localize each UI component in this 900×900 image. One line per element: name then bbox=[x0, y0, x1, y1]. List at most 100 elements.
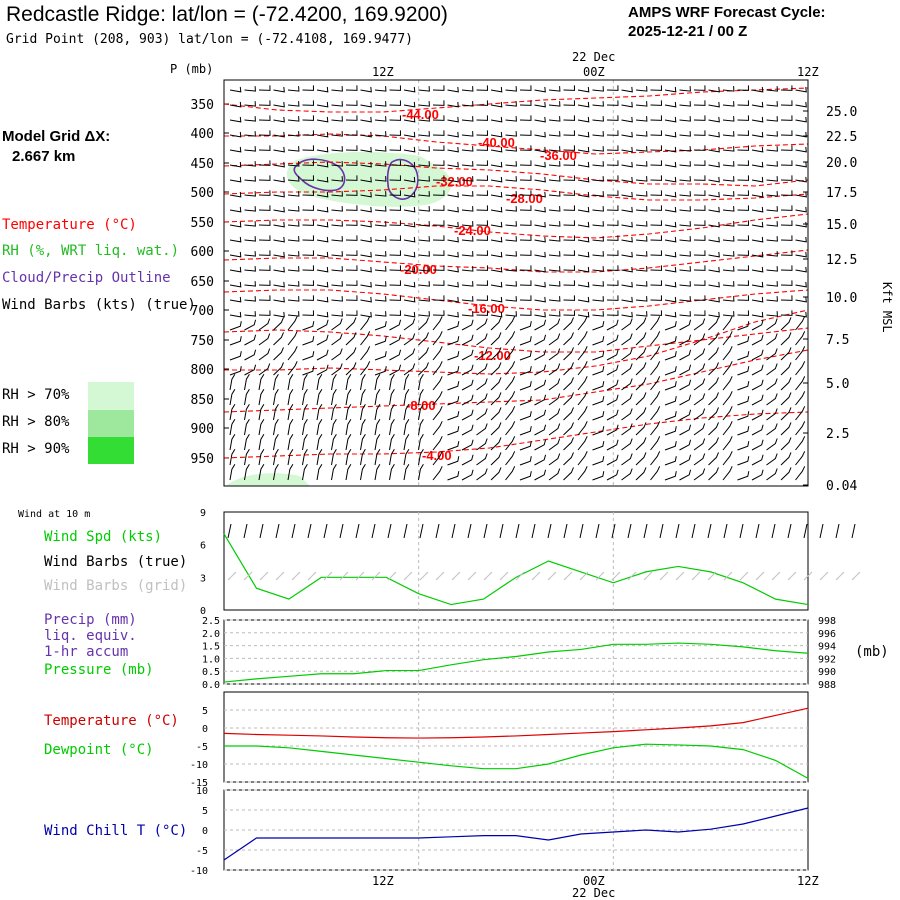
wind-barb bbox=[244, 334, 257, 346]
wind-barb bbox=[722, 266, 735, 272]
wind-barb bbox=[534, 101, 546, 108]
wind-barb bbox=[679, 86, 691, 92]
wind-barb bbox=[244, 281, 256, 287]
precip-tick-label: 1.5 bbox=[202, 642, 220, 653]
wind-barb bbox=[287, 433, 294, 451]
wind-barb bbox=[374, 448, 381, 466]
wind-barb bbox=[461, 379, 474, 391]
wind-barb bbox=[229, 373, 236, 391]
dew-label: Dewpoint (°C) bbox=[44, 742, 154, 758]
wind-barb bbox=[287, 281, 300, 287]
wind-barb bbox=[418, 463, 424, 481]
wind-barb bbox=[563, 280, 576, 286]
wind10-grid-barb bbox=[755, 571, 765, 581]
wind-barb bbox=[432, 391, 443, 406]
wind-barb bbox=[432, 421, 443, 436]
wind10-barb bbox=[755, 523, 760, 539]
wind-barb bbox=[258, 115, 271, 121]
wind-barb bbox=[258, 463, 265, 481]
wind-barb bbox=[679, 281, 691, 287]
isotherm-line bbox=[223, 411, 809, 459]
isotherm-line bbox=[223, 161, 809, 187]
wind-barb bbox=[316, 251, 329, 258]
wind-barb bbox=[432, 376, 443, 391]
wind-barb bbox=[403, 403, 410, 421]
wind-barb bbox=[650, 421, 661, 436]
wind-barb bbox=[795, 466, 806, 481]
wind10-grid-barb bbox=[419, 571, 429, 581]
wind-barb bbox=[331, 101, 343, 107]
wind-barb bbox=[664, 176, 677, 183]
wind-barb bbox=[592, 281, 604, 287]
pressure-tick-label: 600 bbox=[191, 245, 214, 260]
wind-barb bbox=[374, 336, 387, 346]
wind-barb bbox=[519, 175, 532, 181]
pressure-tick-label: 900 bbox=[191, 422, 214, 437]
temp-tick-label: 0 bbox=[202, 724, 208, 735]
wind-barb bbox=[403, 373, 410, 391]
wind10-tick-label: 3 bbox=[200, 573, 206, 584]
wind-barb bbox=[273, 266, 285, 273]
wind-barb bbox=[534, 409, 547, 421]
wind-barb bbox=[331, 333, 343, 346]
wind-barb bbox=[780, 145, 793, 151]
wind-barb bbox=[606, 364, 619, 376]
wind-barb bbox=[606, 424, 619, 436]
wind-barb bbox=[534, 266, 546, 273]
wind-barb bbox=[374, 281, 387, 287]
wind-barb bbox=[635, 206, 648, 212]
isotherm-line bbox=[223, 289, 809, 311]
wind-barb bbox=[244, 86, 256, 92]
wind-barb bbox=[476, 160, 489, 166]
wind-barb bbox=[737, 295, 750, 301]
wind-barb bbox=[534, 311, 546, 318]
wind-barb bbox=[461, 469, 474, 481]
wind-barb bbox=[316, 388, 323, 406]
wind-barb bbox=[331, 191, 343, 197]
wind10-grid-barb bbox=[515, 571, 525, 581]
wind-barb bbox=[229, 251, 242, 258]
wind-barb bbox=[287, 331, 298, 346]
wind-barb bbox=[664, 191, 677, 198]
wind-barb bbox=[244, 403, 250, 421]
wind-barb bbox=[389, 115, 402, 121]
wind-barb bbox=[476, 310, 489, 316]
wind-barb bbox=[418, 206, 430, 212]
wind-barb bbox=[273, 221, 285, 228]
wind-barb bbox=[751, 86, 764, 93]
wind-barb bbox=[447, 471, 460, 481]
wind10-barb bbox=[643, 523, 648, 539]
temperature-line bbox=[223, 707, 809, 739]
wind-barb bbox=[287, 403, 294, 421]
wind10-frame bbox=[223, 511, 809, 611]
pressure-tick-label-right: 992 bbox=[818, 654, 836, 665]
wind-barb bbox=[345, 160, 358, 166]
wind10-barb bbox=[835, 523, 840, 539]
wind-barb bbox=[258, 310, 271, 316]
wind10-grid-barb bbox=[579, 571, 589, 581]
windchill-frame bbox=[223, 789, 809, 871]
wind-barb bbox=[548, 453, 561, 466]
wind-barb bbox=[244, 191, 256, 197]
wind-barb bbox=[577, 346, 588, 361]
wind-barb bbox=[563, 437, 574, 451]
wind-barb bbox=[360, 146, 372, 153]
wind-barb bbox=[302, 351, 315, 361]
wind-barb bbox=[751, 116, 764, 123]
wind-barb bbox=[316, 311, 329, 318]
wind10-grid-barb bbox=[483, 571, 493, 581]
wind-barb bbox=[621, 116, 633, 123]
wind-barb bbox=[302, 280, 315, 286]
wind-barb bbox=[331, 146, 343, 152]
wind-barb bbox=[418, 101, 430, 107]
wind10-barb bbox=[371, 523, 376, 539]
wind-barb bbox=[432, 130, 445, 136]
wind-barb bbox=[722, 296, 735, 302]
wind-barb bbox=[432, 331, 443, 346]
wind-barb bbox=[258, 265, 271, 271]
wind-barb bbox=[534, 86, 546, 93]
wind-barb bbox=[476, 453, 488, 466]
isotherm-label: -28.00 bbox=[506, 191, 543, 206]
wind-barb bbox=[505, 311, 517, 317]
wind-barb bbox=[679, 176, 691, 182]
